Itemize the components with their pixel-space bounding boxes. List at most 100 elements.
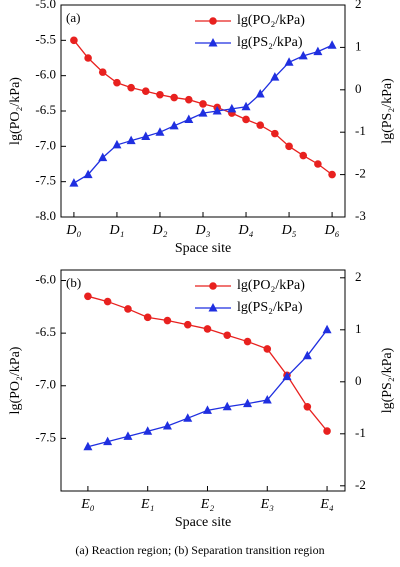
data-point [323, 427, 331, 435]
data-point [302, 350, 312, 360]
y-tick-label: -6.5 [35, 324, 56, 339]
x-tick-label: D₁ [108, 223, 124, 238]
data-point [263, 345, 272, 353]
data-point [83, 169, 93, 179]
x-tick-label: E₁ [140, 497, 154, 512]
y2-tick-label: 2 [355, 269, 362, 284]
data-point [328, 170, 336, 179]
data-point [285, 142, 293, 151]
data-point [282, 371, 292, 381]
panel-label: (b) [66, 275, 81, 290]
data-point [243, 337, 252, 346]
data-point [313, 46, 323, 56]
data-point [98, 68, 107, 76]
data-point [98, 152, 108, 162]
data-point [198, 108, 208, 117]
data-point [183, 320, 192, 329]
y-axis-title: lg(PO₂/kPa) [8, 77, 23, 145]
x-tick-label: E₃ [260, 497, 275, 512]
data-point [322, 324, 332, 334]
x-tick-label: E₂ [200, 497, 215, 512]
caption: (a) Reaction region; (b) Separation tran… [75, 543, 324, 557]
series-line [87, 329, 328, 448]
data-point [270, 72, 280, 81]
legend-marker [208, 38, 218, 47]
y2-tick-label: 0 [355, 81, 362, 96]
data-point [222, 401, 232, 411]
y2-tick-label: -1 [355, 425, 366, 440]
data-point [227, 103, 237, 113]
data-point [284, 57, 294, 66]
data-point [162, 421, 172, 430]
x-tick-label: D₀ [65, 223, 81, 238]
x-axis-title: Space site [175, 515, 231, 530]
data-point [70, 36, 78, 45]
data-point [202, 405, 212, 414]
legend-label: lg(PO₂/kPa) [237, 278, 305, 293]
y-tick-label: -5.0 [35, 0, 56, 11]
y-tick-label: -6.5 [35, 102, 56, 117]
y-tick-label: -6.0 [35, 67, 56, 82]
x-tick-label: D₄ [238, 223, 254, 238]
x-tick-label: E₄ [319, 497, 334, 512]
data-point [143, 426, 153, 435]
y-tick-label: -7.0 [35, 377, 56, 392]
y2-axis-title: lg(PS₂/kPa) [380, 78, 395, 144]
data-point [298, 50, 308, 60]
data-point [155, 127, 165, 136]
legend-label: lg(PO₂/kPa) [237, 13, 305, 28]
data-point [69, 178, 79, 187]
data-point [185, 95, 193, 104]
data-point [103, 436, 113, 446]
y-tick-label: -8.0 [35, 208, 56, 223]
y2-tick-label: -2 [355, 166, 366, 181]
data-point [303, 403, 312, 411]
legend-label: lg(PS₂/kPa) [237, 300, 303, 315]
y2-tick-label: -2 [355, 477, 366, 492]
x-axis-title: Space site [175, 241, 231, 256]
data-point [123, 431, 133, 440]
data-point [183, 413, 193, 422]
data-point [84, 292, 92, 301]
data-point [243, 398, 253, 408]
y-tick-label: -7.5 [35, 429, 56, 444]
data-point [199, 100, 207, 108]
x-tick-label: D₅ [281, 223, 297, 238]
y-axis-title: lg(PO₂/kPa) [8, 346, 23, 414]
data-point [169, 120, 179, 130]
legend-marker [209, 17, 217, 25]
y2-tick-label: -1 [355, 123, 366, 138]
data-point [203, 325, 212, 333]
data-point [124, 305, 132, 313]
data-point [314, 160, 322, 168]
data-point [184, 114, 194, 123]
data-point [223, 331, 232, 340]
y-tick-label: -7.5 [35, 173, 56, 188]
legend-label: lg(PS₂/kPa) [237, 35, 303, 50]
data-point [242, 115, 250, 124]
data-point [126, 135, 136, 145]
data-point [327, 40, 337, 49]
data-point [212, 106, 222, 115]
plot-frame [60, 269, 346, 492]
legend-marker [209, 282, 217, 290]
x-tick-label: E₀ [80, 497, 95, 512]
data-point [84, 54, 92, 62]
data-point [112, 139, 122, 149]
data-point [113, 78, 121, 87]
x-tick-label: D₃ [195, 223, 211, 238]
y2-tick-label: 1 [355, 38, 362, 53]
x-tick-label: D₆ [324, 223, 340, 238]
data-point [83, 441, 93, 451]
y-tick-label: -7.0 [35, 137, 56, 152]
data-point [299, 151, 308, 160]
data-point [271, 129, 279, 138]
y2-tick-label: 2 [355, 0, 362, 11]
x-tick-label: D₂ [151, 223, 167, 238]
data-point [262, 395, 272, 404]
data-point [255, 89, 265, 98]
y-tick-label: -5.5 [35, 31, 56, 46]
data-point [163, 316, 172, 325]
data-point [170, 93, 178, 102]
